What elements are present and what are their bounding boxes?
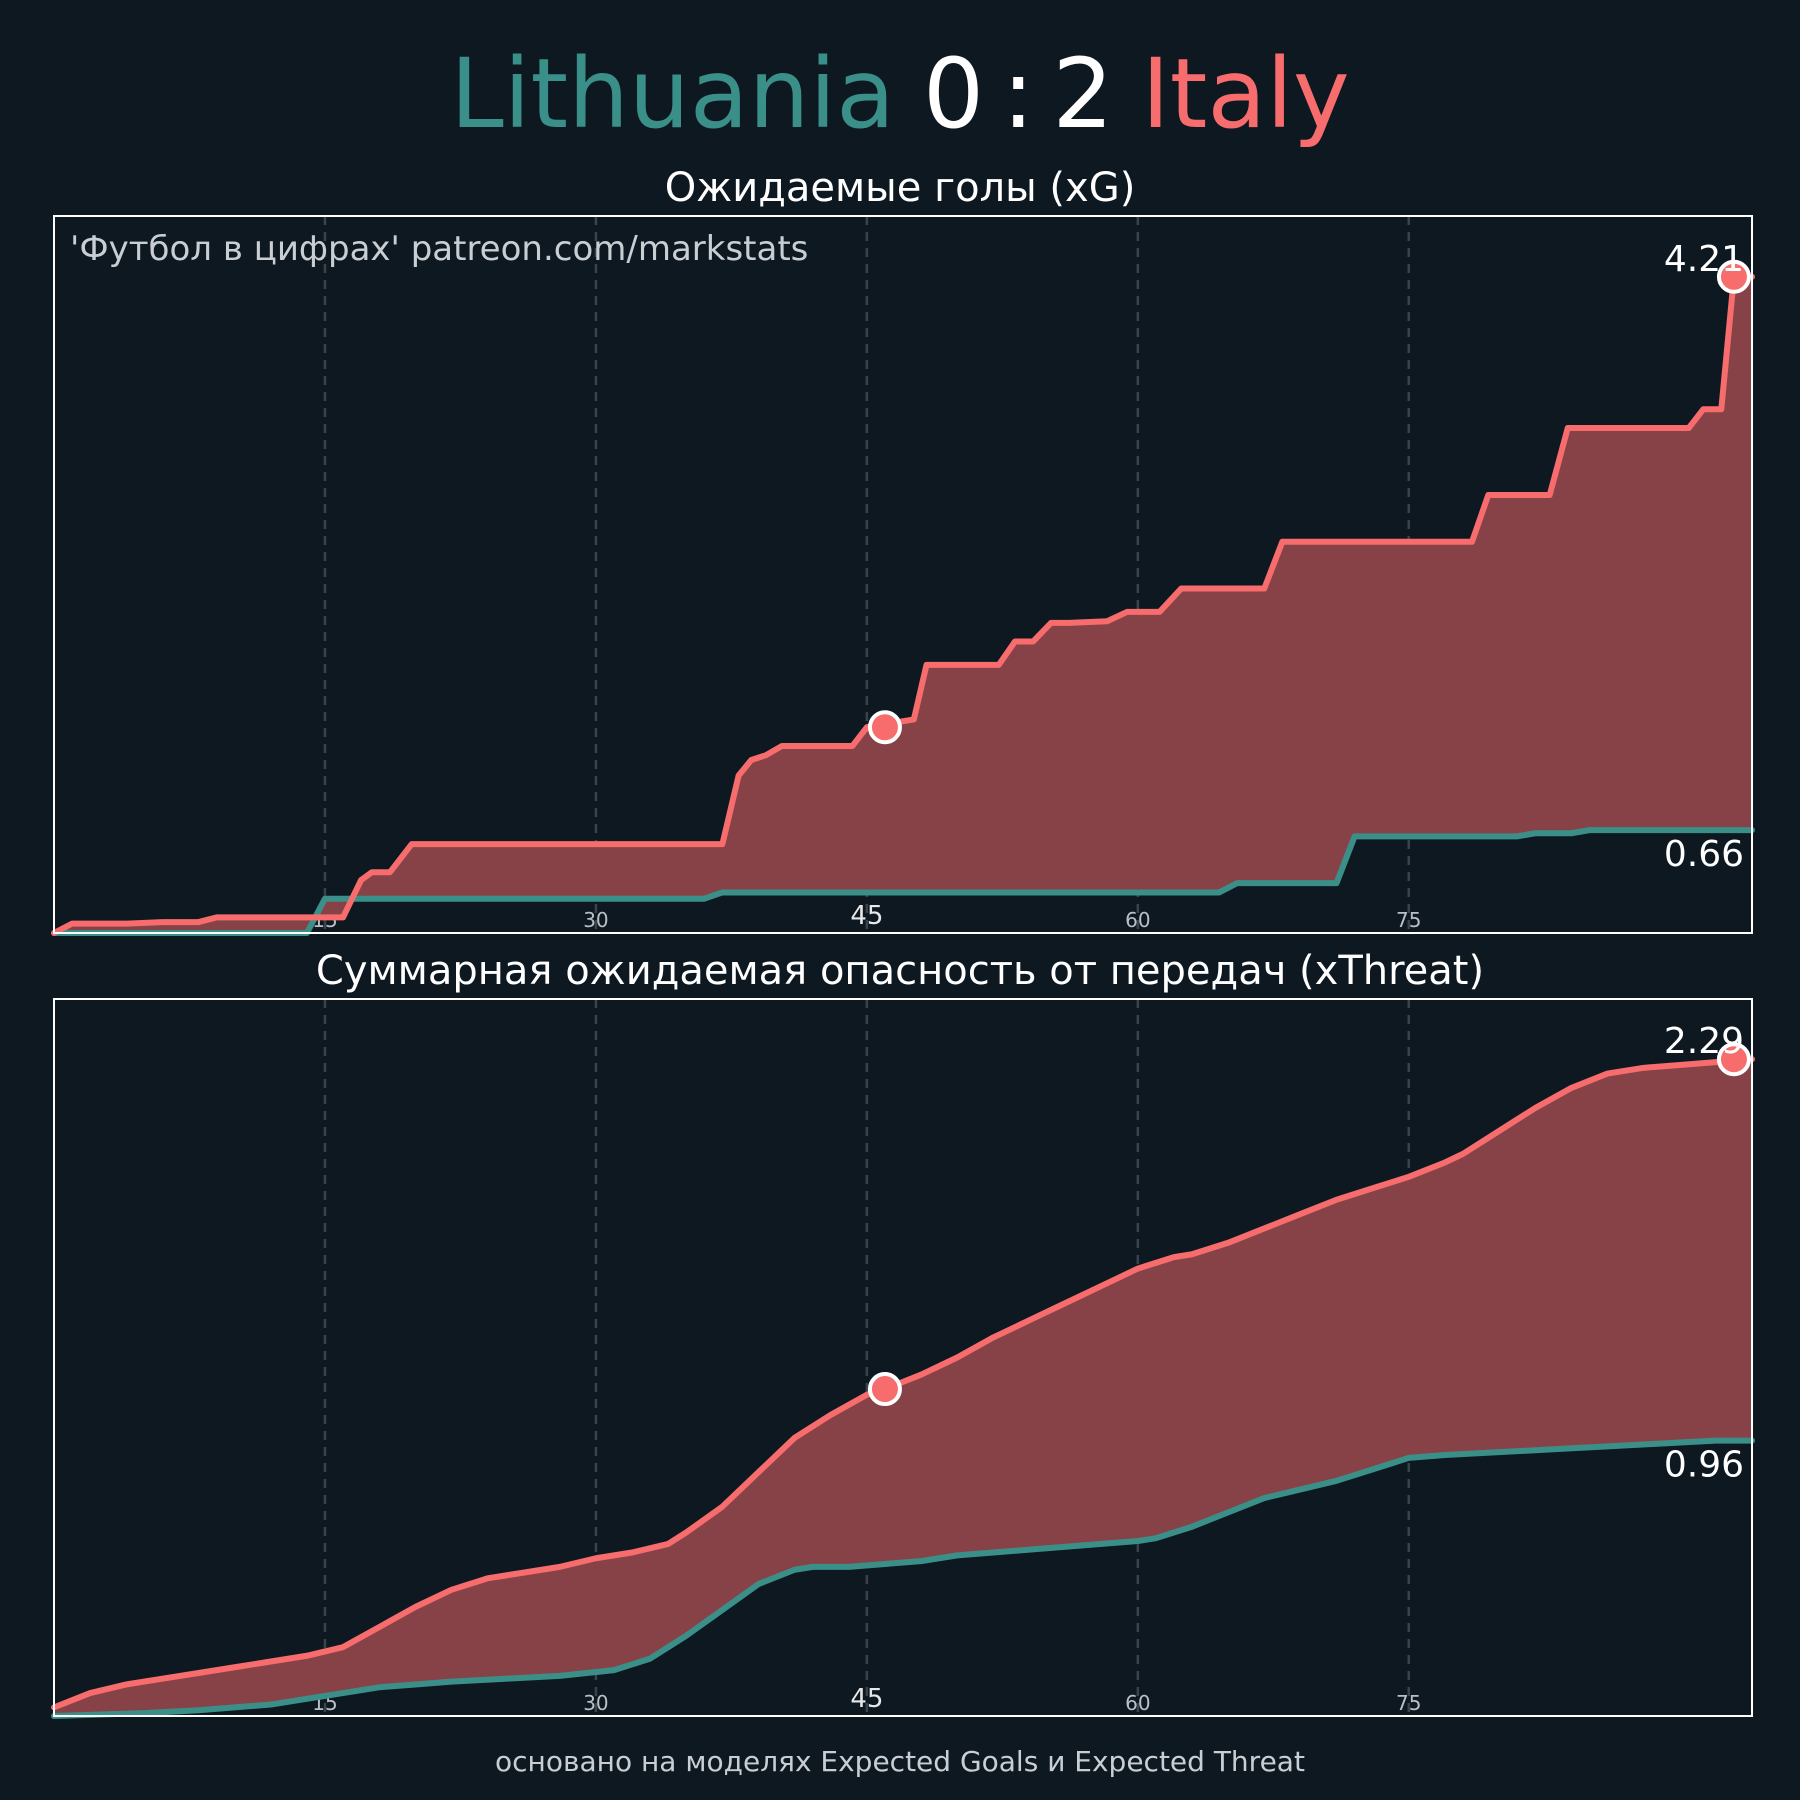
score-separator: : bbox=[1002, 38, 1035, 150]
xg-chart: 15 30 45 60 754.210.66 bbox=[51, 215, 1755, 936]
xthreat-chart-title: Суммарная ожидаемая опасность от передач… bbox=[315, 948, 1485, 994]
xg-plot-frame bbox=[53, 215, 1753, 934]
xthreat-end-label-lithuania: 0.96 bbox=[1664, 1445, 1744, 1486]
away-score: 2 bbox=[1052, 38, 1114, 150]
home-score: 0 bbox=[922, 38, 985, 150]
xg-marker-2 bbox=[1716, 259, 1751, 294]
xg-end-label-lithuania: 0.66 bbox=[1664, 834, 1744, 875]
xg-advantage-area bbox=[54, 276, 1752, 933]
xg-marker-1 bbox=[867, 710, 902, 745]
away-team-name: Italy bbox=[1141, 38, 1350, 150]
xthreat-x-tick-label: 60 bbox=[1125, 1691, 1150, 1715]
xthreat-plot-frame bbox=[53, 998, 1753, 1717]
xg-end-label-italy: 4.21 bbox=[1664, 239, 1744, 280]
xg-x-tick-label: 30 bbox=[583, 908, 608, 932]
xg-x-tick-label: 45 bbox=[850, 901, 883, 931]
xg-chart-title: Ожидаемые голы (xG) bbox=[664, 165, 1136, 211]
xthreat-advantage-area bbox=[54, 1059, 1752, 1716]
credit-text: 'Футбол в цифрах' patreon.com/markstats bbox=[70, 229, 809, 269]
xthreat-x-tick-label: 45 bbox=[850, 1684, 883, 1714]
xthreat-line-italy bbox=[51, 1056, 1755, 1711]
footnote-text: основано на моделях Expected Goals и Exp… bbox=[495, 1745, 1305, 1778]
xg-x-tick-label: 60 bbox=[1125, 908, 1150, 932]
scoreline: Lithuania 0:2 Italy bbox=[0, 38, 1800, 150]
xthreat-end-label-italy: 2.29 bbox=[1664, 1021, 1744, 1062]
xthreat-x-tick-label: 30 bbox=[583, 1691, 608, 1715]
home-team-name: Lithuania bbox=[450, 38, 895, 150]
xg-x-tick-label: 75 bbox=[1396, 908, 1421, 932]
xthreat-chart: 15 30 45 60 752.290.96 bbox=[51, 998, 1755, 1719]
xthreat-x-tick-label: 75 bbox=[1396, 1691, 1421, 1715]
xg-line-lithuania bbox=[51, 827, 1755, 936]
xthreat-line-lithuania bbox=[51, 1437, 1755, 1719]
xthreat-marker-2 bbox=[1716, 1042, 1751, 1077]
xthreat-marker-1 bbox=[867, 1372, 902, 1407]
